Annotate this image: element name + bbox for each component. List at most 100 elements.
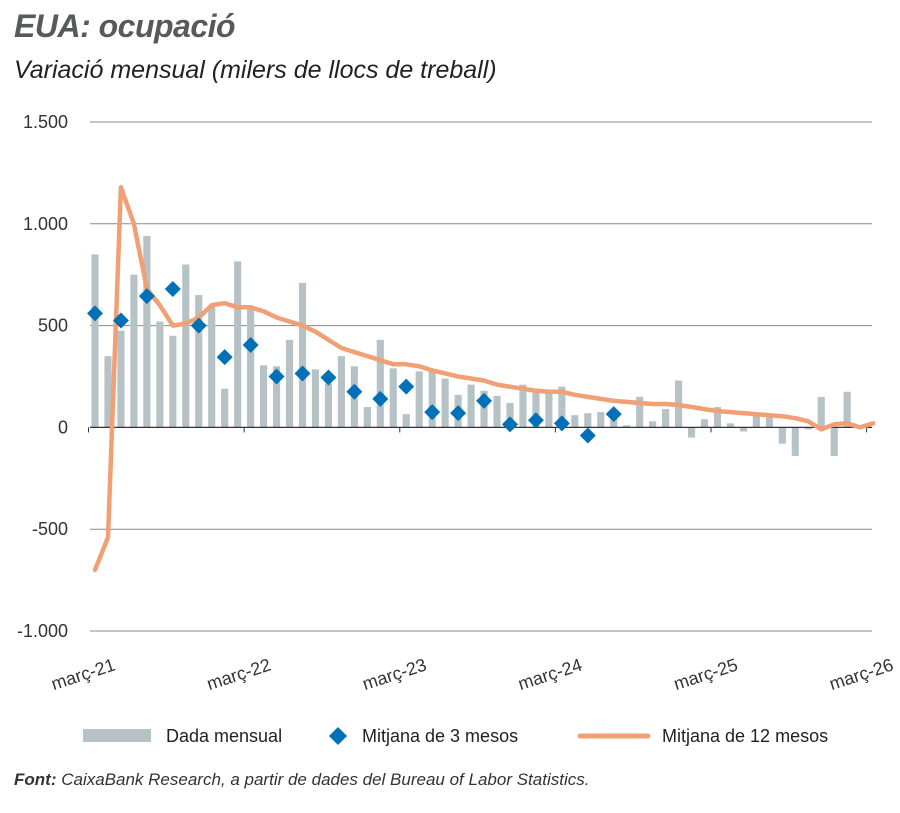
bar bbox=[610, 417, 618, 428]
bar bbox=[584, 413, 592, 428]
diamond-point bbox=[268, 368, 285, 385]
diamond-point bbox=[138, 288, 155, 305]
diamond-point bbox=[112, 312, 129, 329]
legend: Dada mensual Mitjana de 3 mesos Mitjana de… bbox=[83, 726, 828, 746]
bar bbox=[480, 390, 488, 428]
bar bbox=[195, 295, 203, 428]
y-tick-label: 500 bbox=[38, 316, 68, 336]
bar bbox=[817, 396, 825, 428]
diamond-point bbox=[553, 415, 570, 432]
bar bbox=[830, 427, 838, 456]
diamond-point bbox=[476, 392, 493, 409]
bar bbox=[493, 395, 501, 428]
bar bbox=[415, 371, 423, 428]
gridlines bbox=[90, 121, 872, 632]
diamond-point bbox=[164, 280, 181, 297]
y-tick-label: -500 bbox=[32, 519, 68, 539]
x-tick-label: març-22 bbox=[204, 655, 273, 694]
bar bbox=[532, 388, 540, 428]
diamond-point bbox=[372, 390, 389, 407]
bar bbox=[247, 307, 255, 428]
diamond-point bbox=[190, 317, 207, 334]
y-axis-tick-labels: -1.000 -500 0 500 1.000 1.500 bbox=[17, 112, 68, 641]
chart-title: EUA: ocupació bbox=[14, 8, 236, 44]
x-tick-label: març-21 bbox=[49, 655, 118, 694]
x-tick-label: març-25 bbox=[671, 655, 740, 694]
bar bbox=[765, 417, 773, 428]
bar bbox=[778, 427, 786, 444]
x-tick-label: març-23 bbox=[360, 655, 429, 694]
diamond-point bbox=[242, 336, 259, 353]
x-tick-label: març-24 bbox=[516, 655, 585, 694]
diamond-point bbox=[501, 416, 518, 433]
legend-label-line: Mitjana de 12 mesos bbox=[662, 726, 828, 746]
legend-label-bar: Dada mensual bbox=[166, 726, 282, 746]
bar bbox=[402, 414, 410, 428]
bar bbox=[143, 236, 151, 428]
bar bbox=[117, 330, 125, 428]
bar bbox=[441, 378, 449, 428]
bar bbox=[363, 407, 371, 428]
diamond-series-3-month bbox=[87, 280, 622, 444]
bar bbox=[739, 427, 747, 432]
bar bbox=[545, 389, 553, 428]
x-tick-label: març-26 bbox=[827, 655, 896, 694]
y-tick-label: 1.500 bbox=[23, 112, 68, 132]
legend-label-diamond: Mitjana de 3 mesos bbox=[362, 726, 518, 746]
bar bbox=[428, 370, 436, 428]
bar bbox=[376, 339, 384, 428]
source-note: Font: CaixaBank Research, a partir de da… bbox=[14, 770, 589, 790]
bar bbox=[389, 368, 397, 428]
bar bbox=[519, 384, 527, 428]
diamond-point bbox=[87, 305, 103, 322]
bar bbox=[208, 305, 216, 428]
diamond-point bbox=[579, 427, 596, 444]
bar bbox=[713, 407, 722, 428]
bar bbox=[260, 365, 268, 428]
bar bbox=[156, 321, 164, 428]
bar bbox=[298, 282, 307, 428]
bar bbox=[272, 366, 281, 428]
bar bbox=[700, 419, 709, 428]
zero-axis-line bbox=[88, 426, 872, 433]
bar bbox=[843, 391, 851, 428]
y-tick-label: 0 bbox=[58, 417, 68, 437]
bar bbox=[636, 396, 644, 428]
bar bbox=[791, 427, 799, 456]
bar bbox=[597, 412, 605, 428]
bar bbox=[104, 356, 112, 428]
diamond-point bbox=[320, 369, 337, 386]
bar bbox=[130, 274, 138, 428]
bar bbox=[571, 415, 579, 428]
line-series-12-month bbox=[92, 184, 876, 573]
bar bbox=[221, 388, 229, 428]
bar bbox=[726, 423, 735, 428]
bar bbox=[337, 356, 345, 428]
chart-subtitle: Variació mensual (milers de llocs de tre… bbox=[14, 56, 497, 84]
bar bbox=[752, 413, 760, 428]
y-tick-label: 1.000 bbox=[23, 214, 68, 234]
bar bbox=[311, 369, 320, 428]
bar bbox=[91, 254, 99, 428]
source-label: Font: bbox=[14, 770, 57, 789]
legend-swatch-bar bbox=[83, 729, 151, 742]
diamond-point bbox=[216, 349, 233, 366]
bar-series-monthly bbox=[91, 236, 851, 456]
diamond-point bbox=[294, 365, 311, 382]
bar bbox=[804, 427, 812, 430]
bar bbox=[506, 402, 514, 428]
bar bbox=[182, 264, 190, 428]
bar bbox=[234, 261, 242, 428]
bar bbox=[687, 427, 696, 438]
diamond-point bbox=[450, 405, 467, 422]
diamond-point bbox=[424, 404, 441, 421]
bar bbox=[649, 421, 657, 428]
diamond-point bbox=[398, 378, 415, 395]
bar bbox=[324, 383, 332, 428]
line-12-month bbox=[92, 184, 876, 573]
bar bbox=[662, 409, 670, 428]
diamond-point bbox=[527, 412, 544, 429]
x-axis-tick-labels: març-21 març-22 març-23 març-24 març-25 març-… bbox=[49, 655, 896, 694]
bar bbox=[169, 335, 177, 428]
